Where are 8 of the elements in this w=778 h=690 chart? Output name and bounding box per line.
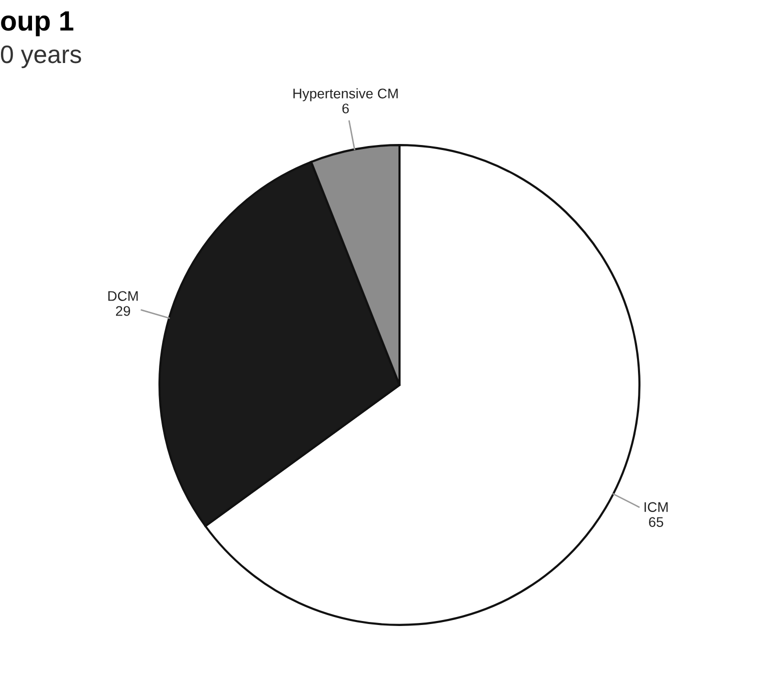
chart-title: oup 1: [1, 11, 74, 36]
data-label: 65: [649, 517, 664, 527]
slice-label: Hypertensive CM: [293, 88, 398, 102]
slice-label: ICM: [644, 502, 668, 512]
data-label: 6: [342, 104, 349, 114]
slice-label: DCM: [108, 291, 138, 301]
data-label: 29: [116, 306, 130, 316]
chart-subtitle: 0 years: [0, 46, 82, 68]
